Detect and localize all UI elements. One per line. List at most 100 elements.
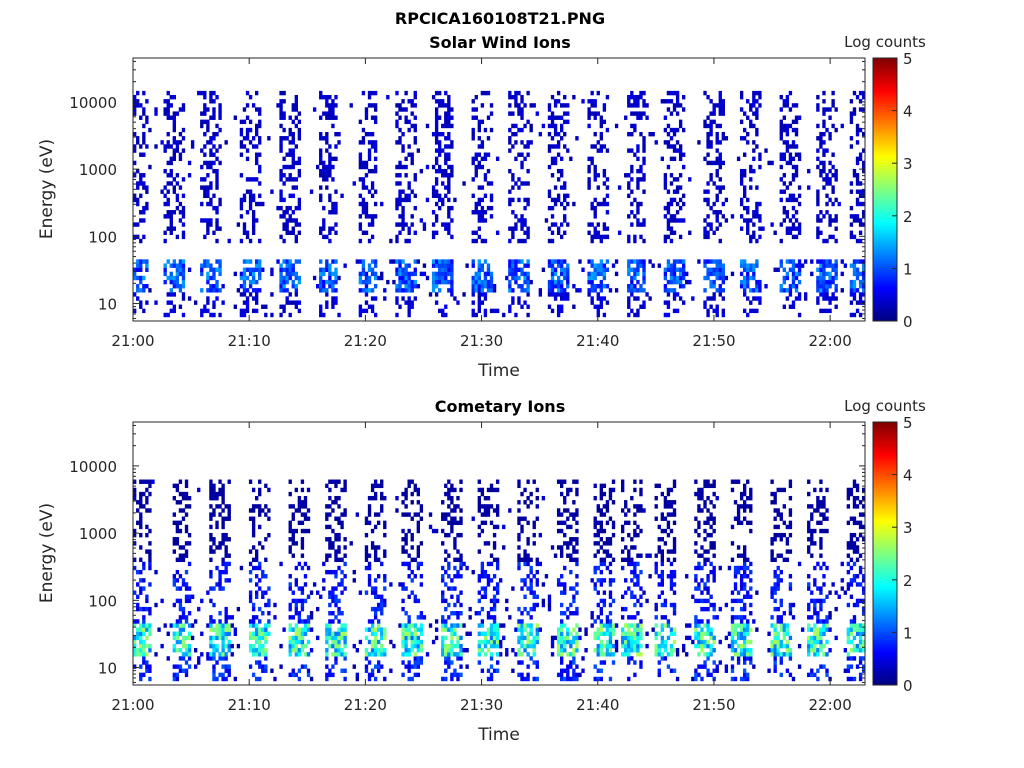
spectrogram-cell: [142, 648, 146, 653]
spectrogram-cell: [441, 259, 445, 264]
spectrogram-cell: [743, 205, 747, 211]
spectrogram-cell: [142, 565, 146, 571]
spectrogram-cell: [255, 660, 259, 665]
spectrogram-cell: [309, 627, 314, 632]
spectrogram-cell: [822, 131, 826, 137]
spectrogram-cell: [221, 537, 225, 542]
spectrogram-cell: [416, 635, 420, 641]
spectrogram-cell: [495, 668, 500, 673]
spectrogram-cell: [587, 107, 591, 112]
spectrogram-cell: [187, 532, 192, 538]
spectrogram-cell: [785, 296, 790, 301]
spectrogram-cell: [413, 173, 417, 178]
spectrogram-cell: [255, 300, 259, 305]
spectrogram-cell: [364, 565, 369, 571]
spectrogram-cell: [456, 532, 460, 538]
spectrogram-cell: [752, 94, 756, 100]
spectrogram-cell: [739, 263, 744, 268]
spectrogram-cell: [855, 300, 860, 305]
spectrogram-cell: [477, 578, 481, 583]
spectrogram-cell: [492, 284, 497, 289]
spectrogram-cell: [297, 173, 302, 178]
spectrogram-cell: [337, 643, 341, 649]
spectrogram-cell: [596, 296, 600, 301]
spectrogram-cell: [858, 127, 863, 133]
spectrogram-cell: [334, 553, 338, 558]
spectrogram-cell: [483, 284, 488, 289]
spectrogram-cell: [566, 222, 570, 227]
spectrogram-cell: [752, 99, 756, 104]
spectrogram-cell: [706, 308, 710, 314]
spectrogram-cell: [633, 238, 637, 244]
spectrogram-cell: [666, 164, 671, 170]
spectrogram-cell: [508, 259, 512, 264]
spectrogram-cell: [367, 574, 372, 579]
spectrogram-cell: [331, 164, 335, 170]
spectrogram-cell: [438, 308, 442, 314]
spectrogram-cell: [218, 487, 222, 493]
spectrogram-cell: [834, 173, 838, 178]
spectrogram-cell: [367, 189, 372, 194]
spectrogram-cell: [459, 643, 463, 649]
spectrogram-cell: [861, 189, 866, 194]
spectrogram-cell: [523, 144, 527, 149]
spectrogram-cell: [218, 479, 222, 484]
spectrogram-cell: [218, 569, 222, 575]
spectrogram-cell: [529, 615, 533, 620]
spectrogram-cell: [395, 103, 399, 108]
spectrogram-cell: [614, 288, 619, 293]
colorbar-swatch: [873, 224, 897, 227]
spectrogram-cell: [642, 177, 646, 182]
spectrogram-cell: [361, 263, 366, 268]
spectrogram-cell: [419, 541, 424, 546]
spectrogram-cell: [251, 631, 256, 636]
spectrogram-cell: [343, 483, 347, 489]
spectrogram-cell: [401, 639, 405, 645]
spectrogram-cell: [553, 259, 558, 264]
spectrogram-cell: [300, 586, 305, 591]
spectrogram-cell: [566, 672, 570, 678]
spectrogram-cell: [678, 205, 683, 211]
spectrogram-cell: [352, 569, 356, 575]
spectrogram-cell: [575, 549, 579, 554]
spectrogram-cell: [669, 201, 674, 207]
spectrogram-cell: [535, 504, 539, 509]
spectrogram-cell: [172, 635, 176, 641]
spectrogram-cell: [309, 590, 314, 595]
spectrogram-cell: [724, 197, 729, 203]
spectrogram-cell: [477, 271, 481, 277]
spectrogram-cell: [669, 127, 674, 133]
spectrogram-cell: [407, 296, 411, 301]
spectrogram-cell: [175, 267, 180, 272]
spectrogram-cell: [169, 115, 173, 120]
spectrogram-cell: [355, 259, 359, 264]
spectrogram-cell: [413, 177, 417, 182]
spectrogram-cell: [526, 230, 530, 235]
spectrogram-cell: [807, 168, 811, 174]
spectrogram-cell: [797, 296, 802, 301]
spectrogram-cell: [154, 300, 158, 305]
spectrogram-cell: [364, 308, 369, 314]
spectrogram-cell: [444, 643, 448, 649]
spectrogram-cell: [404, 487, 408, 493]
spectrogram-cell: [413, 123, 417, 129]
spectrogram-cell: [245, 210, 250, 215]
spectrogram-cell: [434, 181, 439, 186]
spectrogram-cell: [377, 545, 381, 550]
spectrogram-cell: [306, 615, 311, 620]
spectrogram-cell: [340, 623, 344, 628]
spectrogram-cell: [477, 598, 481, 604]
spectrogram-cell: [593, 210, 597, 215]
spectrogram-cell: [258, 652, 262, 657]
spectrogram-cell: [517, 660, 521, 665]
spectrogram-cell: [523, 197, 527, 203]
spectrogram-cell: [434, 115, 439, 120]
spectrogram-cell: [480, 156, 485, 162]
spectrogram-cell: [450, 520, 454, 526]
spectrogram-cell: [297, 119, 302, 125]
spectrogram-cell: [450, 292, 454, 297]
colorbar-swatch: [873, 267, 897, 271]
spectrogram-cell: [288, 643, 292, 649]
spectrogram-cell: [212, 193, 216, 199]
spectrogram-cell: [450, 676, 454, 682]
